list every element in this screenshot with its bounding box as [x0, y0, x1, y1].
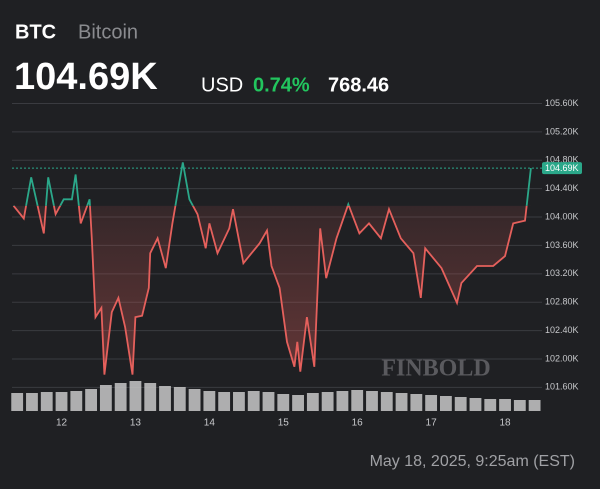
- plot: 101.60K 102.00K 102.40K 102.80K 103.20K 103.6…: [11, 98, 582, 429]
- last-price-label: 104.69K: [545, 163, 579, 173]
- volume-bar: [173, 387, 186, 411]
- timestamp: May 18, 2025, 9:25am (EST): [370, 453, 575, 470]
- volume-bar: [366, 391, 378, 411]
- x-tick-label: 15: [278, 418, 290, 429]
- volume-bar: [410, 394, 423, 411]
- price: 104.69K: [14, 56, 158, 98]
- volume-bar: [99, 385, 112, 411]
- volume-bar: [351, 390, 364, 411]
- volume-bar: [513, 400, 526, 411]
- volume-bar: [114, 383, 127, 411]
- x-tick-label: 12: [56, 418, 68, 429]
- volume-bar: [70, 391, 83, 411]
- volume-bar: [292, 395, 304, 411]
- last-price-box: [542, 162, 582, 175]
- volume-bar: [454, 397, 467, 411]
- volume-bar: [129, 381, 142, 411]
- y-tick-label: 104.80K: [545, 155, 579, 165]
- x-tick-label: 14: [204, 418, 216, 429]
- x-tick-label: 17: [426, 418, 438, 429]
- y-tick-label: 104.40K: [545, 183, 579, 193]
- y-tick-label: 102.40K: [545, 325, 579, 335]
- volume-bar: [395, 393, 408, 411]
- volume-bar: [499, 399, 511, 411]
- volume-bar: [528, 400, 541, 411]
- volume-bar: [380, 392, 393, 411]
- area-below: [13, 205, 531, 375]
- y-tick-label: 101.60K: [545, 382, 579, 392]
- volume-bar: [262, 392, 275, 411]
- y-tick-label: 102.00K: [545, 353, 579, 363]
- change: 768.46: [328, 74, 389, 96]
- volume-bar: [203, 391, 216, 411]
- change-percent: 0.74%: [253, 74, 310, 96]
- volume-bar: [26, 393, 38, 411]
- volume-bar: [188, 389, 201, 411]
- asset-name: Bitcoin: [78, 21, 138, 43]
- line-down: [12, 205, 528, 375]
- y-tick-label: 103.60K: [545, 240, 579, 250]
- watermark: FINBOLD: [381, 356, 490, 382]
- symbol: BTC: [15, 21, 56, 43]
- y-tick-label: 105.60K: [545, 98, 579, 108]
- volume-bar: [85, 389, 98, 411]
- y-tick-label: 104.00K: [545, 211, 579, 221]
- volume-bar: [306, 393, 319, 411]
- volume-bar: [439, 396, 452, 411]
- currency: USD: [201, 74, 243, 96]
- volume-bar: [277, 394, 290, 411]
- y-tick-label: 103.20K: [545, 268, 579, 278]
- y-tick-label: 105.20K: [545, 126, 579, 136]
- volume-bar: [144, 383, 157, 411]
- volume-bar: [159, 386, 171, 411]
- x-tick-label: 16: [352, 418, 364, 429]
- y-tick-label: 102.80K: [545, 297, 579, 307]
- volume-bar: [233, 392, 245, 411]
- volume-bar: [321, 392, 334, 411]
- volume-bar: [55, 392, 68, 411]
- volume-bar: [336, 391, 349, 411]
- volume-bar: [218, 392, 231, 411]
- volume-bar: [40, 392, 53, 411]
- volume-bar: [484, 399, 497, 411]
- volume-bar: [247, 391, 260, 411]
- x-tick-label: 18: [499, 418, 511, 429]
- x-tick-label: 13: [130, 418, 142, 429]
- volume-bar: [11, 393, 24, 411]
- volume-bar: [469, 398, 482, 411]
- volume-bar: [425, 395, 438, 411]
